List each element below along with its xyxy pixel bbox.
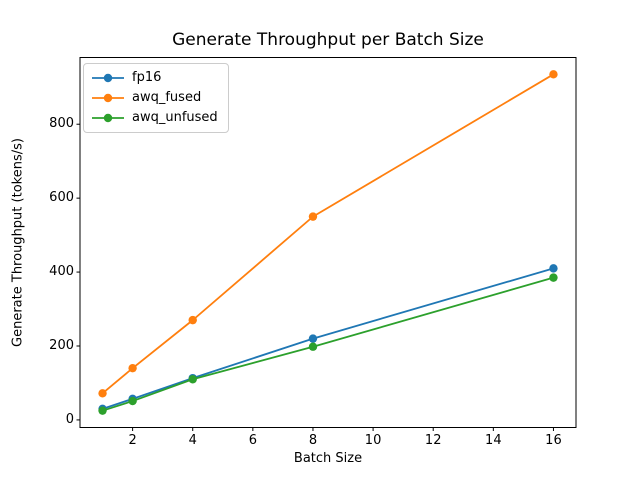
x-tick-label: 6	[248, 432, 257, 448]
data-point-awq_unfused	[128, 396, 137, 406]
x-tick-label: 16	[545, 432, 562, 448]
legend-label-awq_fused: awq_fused	[132, 90, 202, 105]
legend: fp16 awq_fused awq_unfused	[83, 63, 229, 133]
y-tick-label: 800	[49, 116, 74, 132]
data-point-fp16	[308, 334, 318, 343]
data-point-awq_fused	[128, 363, 137, 373]
data-point-fp16	[549, 264, 558, 273]
data-point-awq_fused	[188, 315, 197, 325]
legend-item-awq_unfused: awq_unfused	[91, 108, 218, 128]
legend-sample-marker	[103, 73, 113, 83]
legend-label-awq_unfused: awq_unfused	[132, 110, 218, 125]
data-point-awq_unfused	[188, 375, 197, 384]
x-tick-label: 14	[485, 432, 502, 448]
data-point-awq_unfused	[98, 406, 107, 415]
data-point-awq_unfused	[308, 342, 318, 351]
data-point-awq_unfused	[549, 273, 558, 282]
y-tick-label: 0	[65, 411, 74, 427]
x-tick-label: 8	[308, 432, 318, 448]
axes-frame	[79, 57, 577, 428]
x-tick-label: 2	[128, 432, 137, 448]
series-line-awq_unfused	[102, 276, 554, 412]
x-tick-label: 4	[188, 432, 197, 448]
data-point-awq_fused	[98, 389, 107, 398]
y-tick-label: 400	[49, 264, 74, 280]
data-point-awq_fused	[549, 70, 558, 79]
y-tick-label: 200	[49, 337, 74, 353]
x-tick-label: 10	[364, 432, 382, 448]
x-tick-label: 12	[424, 432, 442, 448]
legend-sample-marker	[103, 93, 113, 103]
legend-line-sample-fp16	[92, 73, 124, 83]
x-axis-label: Batch Size	[293, 451, 363, 466]
data-point-awq_fused	[308, 212, 318, 221]
legend-sample-marker	[103, 113, 113, 123]
legend-line-sample-awq_fused	[92, 93, 124, 103]
legend-item-awq_fused: awq_fused	[91, 88, 218, 108]
y-axis-label: Generate Throughput (tokens/s)	[10, 138, 26, 347]
legend-line-sample-awq_unfused	[92, 113, 124, 123]
legend-item-fp16: fp16	[91, 68, 218, 88]
chart-title: Generate Throughput per Batch Size	[172, 30, 484, 50]
y-tick-label: 600	[49, 190, 74, 206]
legend-label-fp16: fp16	[132, 70, 162, 85]
